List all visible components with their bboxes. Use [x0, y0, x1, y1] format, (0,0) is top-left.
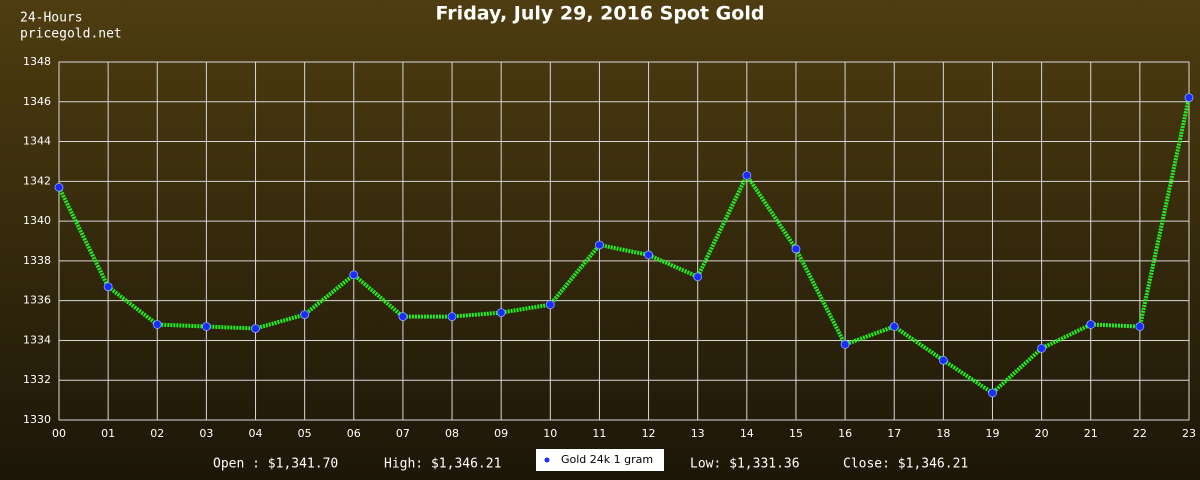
data-point: [938, 355, 948, 365]
data-point: [742, 170, 752, 180]
legend-label: Gold 24k 1 gram: [561, 453, 653, 466]
x-tick-label: 11: [592, 427, 606, 440]
data-point: [595, 240, 604, 250]
legend-marker: [544, 457, 550, 463]
data-point: [791, 244, 801, 254]
summary-text: Low: $1,331.36: [690, 457, 800, 472]
y-tick-label: 1332: [23, 373, 51, 386]
x-tick-label: 21: [1084, 427, 1098, 440]
summary-text: Open : $1,341.70: [213, 457, 338, 472]
data-point: [1037, 343, 1047, 353]
corner-label: pricegold.net: [20, 27, 122, 42]
x-tick-label: 02: [150, 427, 164, 440]
x-tick-label: 13: [691, 427, 705, 440]
y-tick-label: 1346: [23, 95, 51, 108]
data-point: [1184, 93, 1194, 103]
x-tick-label: 16: [838, 427, 852, 440]
x-tick-label: 05: [298, 427, 312, 440]
y-tick-label: 1336: [23, 294, 51, 307]
x-tick-label: 18: [936, 427, 950, 440]
x-tick-label: 10: [543, 427, 557, 440]
y-tick-label: 1348: [23, 55, 51, 68]
y-tick-label: 1342: [23, 174, 51, 187]
chart-title: Friday, July 29, 2016 Spot Gold: [436, 3, 765, 25]
corner-label: 24-Hours: [20, 11, 83, 26]
x-tick-label: 08: [445, 427, 459, 440]
x-tick-label: 12: [642, 427, 656, 440]
data-point: [54, 182, 64, 192]
legend-box: [536, 449, 664, 471]
x-tick-label: 06: [347, 427, 361, 440]
x-tick-label: 09: [494, 427, 508, 440]
data-point: [644, 250, 653, 260]
data-point: [398, 312, 408, 321]
data-point: [447, 312, 457, 321]
x-tick-label: 14: [740, 427, 754, 440]
y-tick-label: 1344: [23, 135, 51, 148]
data-point: [1086, 320, 1096, 329]
y-tick-label: 1330: [23, 413, 51, 426]
x-tick-label: 15: [789, 427, 803, 440]
data-point: [889, 322, 899, 331]
x-tick-label: 03: [199, 427, 213, 440]
data-point: [545, 300, 555, 310]
data-point: [1135, 322, 1145, 331]
summary-text: High: $1,346.21: [384, 457, 501, 472]
series-line: [57, 97, 1191, 396]
x-tick-label: 01: [101, 427, 115, 440]
x-tick-label: 04: [249, 427, 263, 440]
data-point: [693, 272, 703, 282]
data-point: [300, 310, 310, 319]
summary-text: Close: $1,346.21: [843, 457, 968, 472]
data-point: [496, 308, 506, 318]
x-tick-label: 22: [1133, 427, 1147, 440]
data-point: [152, 320, 162, 329]
x-tick-label: 00: [52, 427, 66, 440]
x-tick-label: 23: [1182, 427, 1196, 440]
data-point: [103, 282, 113, 292]
y-tick-label: 1334: [23, 333, 51, 346]
y-tick-label: 1338: [23, 254, 51, 267]
data-point: [201, 322, 211, 331]
data-point: [251, 324, 260, 333]
data-point: [840, 340, 850, 349]
x-tick-label: 07: [396, 427, 410, 440]
x-tick-label: 19: [985, 427, 999, 440]
x-tick-label: 17: [887, 427, 901, 440]
data-point: [349, 270, 359, 280]
x-tick-label: 20: [1035, 427, 1049, 440]
data-point: [988, 388, 997, 398]
y-tick-label: 1340: [23, 214, 51, 227]
